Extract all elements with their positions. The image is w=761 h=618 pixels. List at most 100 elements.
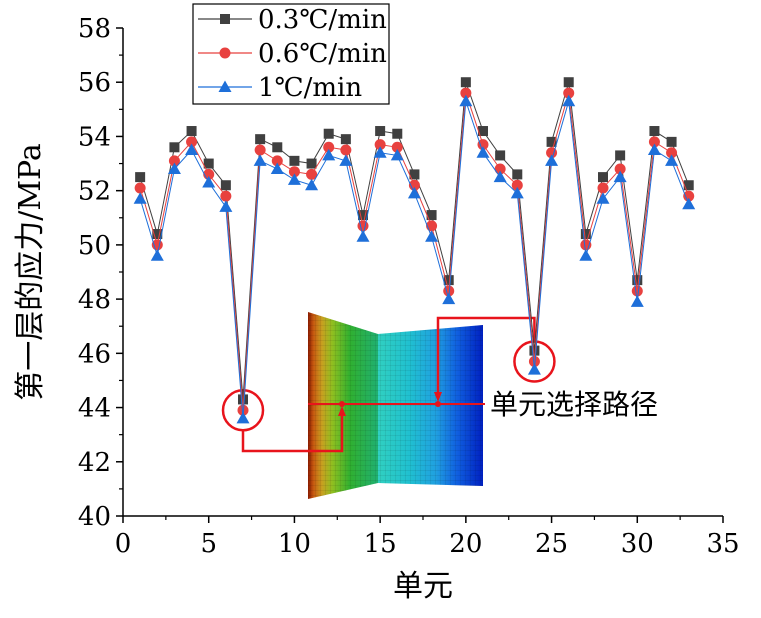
data-point xyxy=(632,275,643,286)
data-point xyxy=(597,182,609,194)
data-point xyxy=(288,166,300,178)
data-point xyxy=(220,180,231,191)
data-point xyxy=(563,87,575,99)
data-point xyxy=(270,162,284,174)
data-point xyxy=(373,146,387,158)
data-point xyxy=(562,94,576,107)
data-point xyxy=(253,154,267,166)
path-node xyxy=(339,401,345,407)
path-node xyxy=(435,401,441,407)
data-point xyxy=(322,148,336,161)
data-point xyxy=(494,163,506,175)
legend-entry: 0.3℃/min xyxy=(198,5,387,35)
arrow-head xyxy=(434,392,442,402)
data-point xyxy=(237,404,249,416)
data-point xyxy=(528,355,540,367)
data-point xyxy=(255,134,266,145)
data-point xyxy=(357,220,369,232)
x-tick-label: 15 xyxy=(364,529,397,559)
data-point xyxy=(186,126,197,137)
series-2 xyxy=(134,87,695,416)
x-tick-label: 30 xyxy=(621,529,654,559)
highlight-circle-right xyxy=(513,340,556,383)
y-axis-title: 第一层的应力/MPa xyxy=(13,143,48,401)
data-point xyxy=(202,176,216,188)
data-point xyxy=(615,150,626,161)
data-point xyxy=(272,142,283,153)
data-point xyxy=(683,190,695,202)
data-point xyxy=(409,169,420,180)
data-point xyxy=(527,363,541,375)
y-tick-label: 58 xyxy=(78,14,111,44)
y-tick-label: 42 xyxy=(78,448,111,478)
data-point xyxy=(407,186,421,199)
data-point xyxy=(135,172,146,183)
series-1 xyxy=(135,77,694,405)
data-point xyxy=(460,87,472,99)
data-point xyxy=(220,190,232,202)
data-point xyxy=(151,239,163,251)
x-tick-label: 35 xyxy=(706,529,739,559)
highlight-circle-left xyxy=(221,389,265,432)
y-tick-label: 46 xyxy=(78,339,111,369)
legend-entry: 1℃/min xyxy=(198,73,362,103)
data-point xyxy=(493,170,507,183)
y-tick-label: 48 xyxy=(78,285,111,315)
data-point xyxy=(340,144,352,156)
data-point xyxy=(306,158,317,169)
data-point xyxy=(666,147,678,159)
data-point xyxy=(665,154,679,166)
data-point xyxy=(648,136,660,148)
data-point xyxy=(134,182,146,194)
legend-label: 1℃/min xyxy=(258,73,362,103)
data-point xyxy=(340,134,351,145)
data-point xyxy=(219,200,233,212)
data-point xyxy=(580,229,591,240)
data-point xyxy=(459,94,473,107)
data-point xyxy=(306,168,318,180)
fem-model-inset xyxy=(308,312,483,499)
data-point xyxy=(511,179,523,191)
y-tick-label: 50 xyxy=(78,231,111,261)
legend-marker xyxy=(220,14,230,24)
data-point xyxy=(598,172,608,183)
y-tick-label: 52 xyxy=(78,177,111,207)
data-point xyxy=(460,77,471,88)
series xyxy=(133,77,696,424)
data-point xyxy=(647,143,661,155)
data-point xyxy=(375,126,386,137)
data-point xyxy=(563,77,574,88)
data-point xyxy=(323,141,335,153)
data-point xyxy=(666,136,677,147)
data-point xyxy=(477,139,489,151)
data-point xyxy=(682,197,696,210)
data-point xyxy=(238,394,248,405)
data-point xyxy=(236,411,250,424)
legend-marker xyxy=(219,47,231,59)
data-point xyxy=(271,155,283,167)
data-point xyxy=(390,148,404,161)
data-point xyxy=(443,275,454,286)
data-point xyxy=(150,249,164,261)
data-point xyxy=(374,139,386,151)
data-point xyxy=(287,173,301,185)
data-point xyxy=(186,136,198,148)
x-axis-title: 单元 xyxy=(393,569,453,604)
data-point xyxy=(289,155,300,166)
x-tick-label: 5 xyxy=(200,529,217,559)
data-point xyxy=(596,192,610,204)
data-point xyxy=(426,210,437,221)
y-tick-label: 40 xyxy=(78,502,111,532)
data-point xyxy=(425,230,439,242)
data-point xyxy=(203,158,214,169)
data-point xyxy=(580,239,592,251)
series-3 xyxy=(133,94,696,424)
legend-label: 0.6℃/min xyxy=(258,39,387,69)
data-point xyxy=(579,249,593,261)
data-point xyxy=(512,169,523,180)
path-annotation: 单元选择路径 xyxy=(221,316,658,453)
data-point xyxy=(545,154,559,166)
data-point xyxy=(358,210,368,221)
data-point xyxy=(391,141,403,153)
x-tick-label: 25 xyxy=(535,529,568,559)
